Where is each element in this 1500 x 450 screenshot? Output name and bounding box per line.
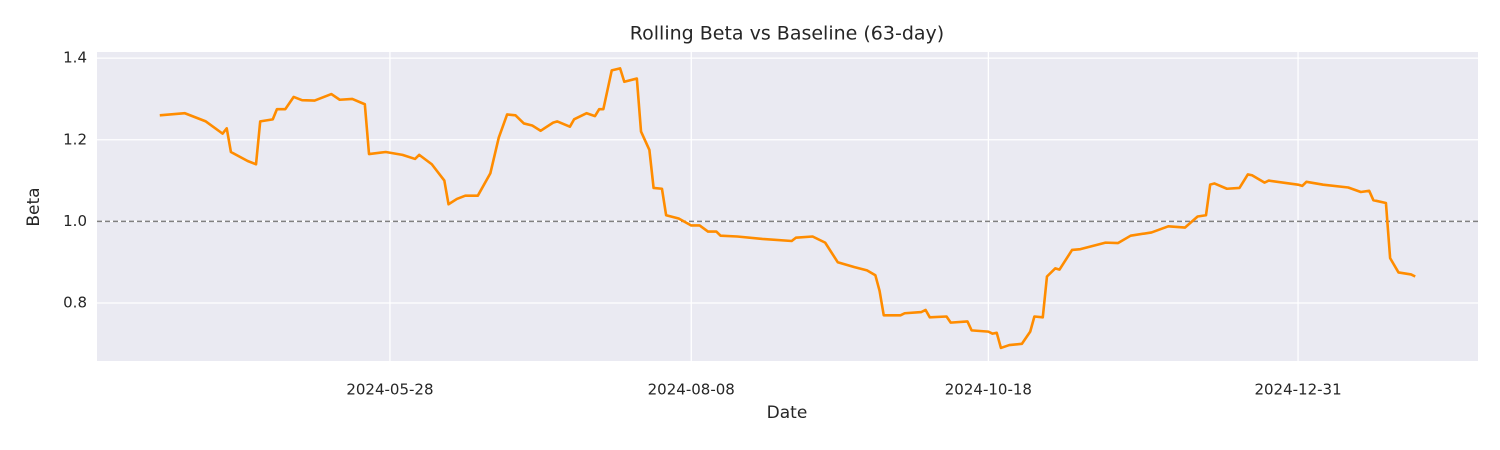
chart-title: Rolling Beta vs Baseline (63-day) [630,23,944,45]
y-axis-label: Beta [24,187,44,226]
data-line [159,67,1416,350]
plot-area [97,52,1478,361]
y-tick-label: 1.0 [63,212,87,230]
x-axis-label: Date [767,403,808,423]
y-tick-label: 1.4 [63,49,87,67]
x-tick-label: 2024-12-31 [1254,381,1341,399]
x-tick-label: 2024-05-28 [346,381,433,399]
x-tick-label: 2024-08-08 [648,381,735,399]
x-tick-label: 2024-10-18 [945,381,1032,399]
y-tick-label: 0.8 [63,294,87,312]
y-tick-label: 1.2 [63,130,87,148]
